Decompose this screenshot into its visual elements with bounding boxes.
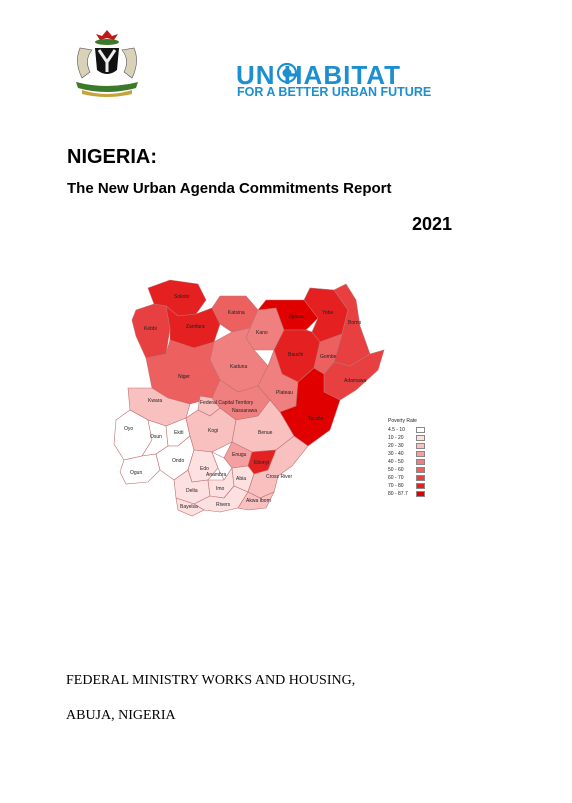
legend-title: Poverty Rate bbox=[388, 418, 417, 424]
label-Akwa-Ibom: Akwa Ibom bbox=[246, 498, 271, 504]
legend-swatch bbox=[416, 451, 425, 457]
label-Sokoto: Sokoto bbox=[174, 294, 190, 300]
legend-item-label: 20 - 30 bbox=[388, 443, 404, 449]
legend-item: 70 - 80 bbox=[388, 482, 448, 490]
legend-item-label: 4.5 - 10 bbox=[388, 427, 405, 433]
legend-swatch bbox=[416, 475, 425, 481]
legend-swatch bbox=[416, 443, 425, 449]
label-Yobe: Yobe bbox=[322, 310, 333, 316]
label-Edo: Edo bbox=[200, 466, 209, 472]
label-Kwara: Kwara bbox=[148, 398, 162, 404]
label-Rivers: Rivers bbox=[216, 502, 231, 508]
legend-item: 50 - 60 bbox=[388, 466, 448, 474]
legend-swatch bbox=[416, 459, 425, 465]
label-Enugu: Enugu bbox=[232, 452, 247, 458]
label-Ogun: Ogun bbox=[130, 470, 142, 476]
legend-swatch bbox=[416, 427, 425, 433]
label-Delta: Delta bbox=[186, 488, 198, 494]
un-habitat-tagline: FOR A BETTER URBAN FUTURE bbox=[237, 85, 432, 99]
label-Jigawa: Jigawa bbox=[288, 314, 304, 320]
legend-swatch bbox=[416, 483, 425, 489]
legend-swatch bbox=[416, 491, 425, 497]
label-Osun: Osun bbox=[150, 434, 162, 440]
label-Abia: Abia bbox=[236, 476, 246, 482]
state-Ogun bbox=[119, 453, 161, 485]
label-Kogi: Kogi bbox=[208, 428, 218, 434]
state-labels: Sokoto Kebbi Zamfara Katsina Kano Jigawa… bbox=[124, 294, 366, 510]
un-habitat-wordmark: UN HABITAT bbox=[236, 60, 402, 90]
state-Adamawa bbox=[323, 349, 385, 401]
state-Jigawa bbox=[257, 299, 319, 331]
legend-item: 20 - 30 bbox=[388, 442, 448, 450]
coat-of-arms-icon bbox=[66, 28, 148, 100]
label-Benue: Benue bbox=[258, 430, 273, 436]
page-title: NIGERIA: bbox=[67, 146, 157, 168]
legend-item: 60 - 70 bbox=[388, 474, 448, 482]
label-Ekiti: Ekiti bbox=[174, 430, 183, 436]
label-Katsina: Katsina bbox=[228, 310, 245, 316]
legend-item: 40 - 50 bbox=[388, 458, 448, 466]
legend-item-label: 80 - 87.7 bbox=[388, 491, 408, 497]
legend-rows: 4.5 - 10 10 - 20 20 - 30 30 - 40 40 - 50 50 -… bbox=[388, 426, 448, 498]
report-year: 2021 bbox=[412, 214, 453, 234]
globe-icon bbox=[277, 63, 297, 83]
legend-item-label: 60 - 70 bbox=[388, 475, 404, 481]
label-Federal-Capital-Territory: Federal Capital Territory bbox=[200, 400, 254, 406]
legend-item: 10 - 20 bbox=[388, 434, 448, 442]
ministry-location: ABUJA, NIGERIA bbox=[66, 708, 176, 723]
label-Bauchi: Bauchi bbox=[288, 352, 303, 358]
label-Cross-River: Cross River bbox=[266, 474, 292, 480]
label-Kebbi: Kebbi bbox=[144, 326, 157, 332]
state-Akwa-Ibom bbox=[237, 491, 275, 511]
state-Bayelsa bbox=[175, 497, 205, 517]
label-Adamawa: Adamawa bbox=[344, 378, 366, 384]
label-Nassarawa: Nassarawa bbox=[232, 408, 257, 414]
ministry-name: FEDERAL MINISTRY WORKS AND HOUSING, bbox=[66, 673, 356, 688]
label-Niger: Niger bbox=[178, 374, 190, 380]
map-legend: Poverty Rate 4.5 - 10 10 - 20 20 - 30 30 - … bbox=[388, 418, 448, 498]
label-Imo: Imo bbox=[216, 486, 225, 492]
label-Borno: Borno bbox=[348, 320, 362, 326]
label-Kano: Kano bbox=[256, 330, 268, 336]
label-Gombe: Gombe bbox=[320, 354, 337, 360]
un-habitat-logo: UN HABITAT FOR A BETTER URBAN FUTURE bbox=[236, 60, 446, 104]
legend-item: 80 - 87.7 bbox=[388, 490, 448, 498]
legend-item: 4.5 - 10 bbox=[388, 426, 448, 434]
legend-item-label: 70 - 80 bbox=[388, 483, 404, 489]
nigeria-poverty-map: Sokoto Kebbi Zamfara Katsina Kano Jigawa… bbox=[113, 279, 385, 517]
legend-item-label: 50 - 60 bbox=[388, 467, 404, 473]
legend-item: 30 - 40 bbox=[388, 450, 448, 458]
label-Ondo: Ondo bbox=[172, 458, 184, 464]
legend-item-label: 40 - 50 bbox=[388, 459, 404, 465]
label-Oyo: Oyo bbox=[124, 426, 133, 432]
label-Anambra: Anambra bbox=[206, 472, 227, 478]
label-Kaduna: Kaduna bbox=[230, 364, 247, 370]
legend-swatch bbox=[416, 435, 425, 441]
label-Ebonyi: Ebonyi bbox=[254, 460, 269, 466]
legend-item-label: 10 - 20 bbox=[388, 435, 404, 441]
legend-swatch bbox=[416, 467, 425, 473]
label-Taraba: Taraba bbox=[308, 416, 324, 422]
report-subtitle: The New Urban Agenda Commitments Report bbox=[67, 180, 392, 197]
label-Plateau: Plateau bbox=[276, 390, 293, 396]
label-Zamfara: Zamfara bbox=[186, 324, 205, 330]
legend-item-label: 30 - 40 bbox=[388, 451, 404, 457]
label-Bayelsa: Bayelsa bbox=[180, 504, 198, 510]
